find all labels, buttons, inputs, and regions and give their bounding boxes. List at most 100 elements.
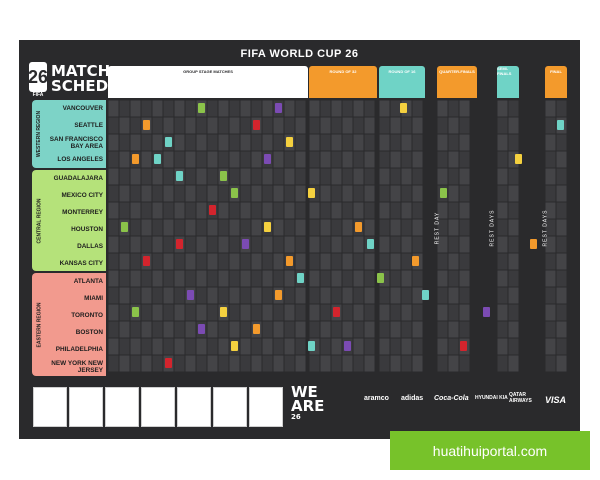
match-marker — [198, 103, 205, 113]
grid-cell — [251, 236, 262, 253]
grid-cell — [163, 185, 174, 202]
grid-cell — [262, 287, 273, 304]
grid-cell — [412, 168, 423, 185]
grid-cell — [119, 134, 130, 151]
grid-cell — [295, 253, 306, 270]
brand-line-we: WE — [291, 383, 318, 401]
grid-cell — [353, 134, 364, 151]
grid-cell — [412, 287, 423, 304]
grid-cell — [240, 134, 251, 151]
grid-cell — [207, 134, 218, 151]
grid-cell — [251, 270, 262, 287]
grid-cell — [141, 151, 152, 168]
grid-cell — [218, 236, 229, 253]
grid-cell — [174, 287, 185, 304]
match-marker — [253, 120, 260, 130]
grid-cell — [130, 185, 141, 202]
grid-cell — [196, 134, 207, 151]
grid-cell — [556, 134, 567, 151]
grid-cell — [331, 270, 342, 287]
grid-cell — [508, 236, 519, 253]
grid-cell — [240, 270, 251, 287]
grid-cell — [207, 270, 218, 287]
grid-cell — [390, 134, 401, 151]
grid-cell — [379, 355, 390, 372]
grid-cell — [141, 270, 152, 287]
grid-cell — [108, 151, 119, 168]
grid-cell — [353, 321, 364, 338]
grid-cell — [508, 151, 519, 168]
grid-cell — [163, 168, 174, 185]
grid-cell — [342, 287, 353, 304]
round-of-32-dates — [309, 76, 377, 98]
grid-cell — [130, 253, 141, 270]
grid-cell — [448, 100, 459, 117]
grid-cell — [108, 355, 119, 372]
match-marker — [231, 188, 238, 198]
grid-cell — [459, 151, 470, 168]
schedule-title-line2: SCHEDULE — [51, 77, 141, 95]
grid-cell — [353, 287, 364, 304]
grid-cell — [309, 168, 320, 185]
grid-cell — [508, 117, 519, 134]
match-marker — [422, 290, 429, 300]
grid-cell — [152, 304, 163, 321]
match-marker — [264, 222, 271, 232]
grid-cell — [196, 151, 207, 168]
grid-cell — [240, 338, 251, 355]
grid-cell — [556, 185, 567, 202]
grid-cell — [342, 355, 353, 372]
grid-cell — [218, 355, 229, 372]
grid-cell — [364, 304, 375, 321]
grid-cell — [108, 100, 119, 117]
grid-cell — [401, 321, 412, 338]
grid-cell — [320, 185, 331, 202]
grid-cell — [379, 338, 390, 355]
grid-cell — [262, 117, 273, 134]
grid-cell — [152, 117, 163, 134]
match-marker — [176, 239, 183, 249]
grid-cell — [379, 185, 390, 202]
grid-cell — [309, 134, 320, 151]
grid-cell — [251, 253, 262, 270]
grid-cell — [163, 321, 174, 338]
grid-cell — [353, 100, 364, 117]
city-dallas: DALLAS — [46, 238, 106, 255]
grid-cell — [497, 304, 508, 321]
grid-cell — [497, 236, 508, 253]
grid-cell — [412, 236, 423, 253]
grid-cell — [497, 100, 508, 117]
grid-cell — [364, 100, 375, 117]
grid-cell — [353, 253, 364, 270]
grid-cell — [273, 338, 284, 355]
grid-cell — [295, 355, 306, 372]
final-dates — [545, 76, 567, 98]
grid-cell — [320, 321, 331, 338]
grid-cell — [141, 338, 152, 355]
match-marker — [377, 273, 384, 283]
grid-cell — [437, 151, 448, 168]
grid-cell — [379, 236, 390, 253]
grid-cell — [273, 253, 284, 270]
grid-cell — [545, 117, 556, 134]
grid-cell — [508, 287, 519, 304]
grid-cell — [331, 253, 342, 270]
grid-cell — [331, 100, 342, 117]
grid-cell — [320, 134, 331, 151]
grid-cell — [379, 304, 390, 321]
grid-cell — [401, 202, 412, 219]
grid-cell — [185, 100, 196, 117]
grid-cell — [556, 202, 567, 219]
grid-cell — [379, 270, 390, 287]
grid-cell — [163, 202, 174, 219]
grid-cell — [309, 100, 320, 117]
grid-cell — [497, 270, 508, 287]
grid-cell — [196, 270, 207, 287]
grid-cell — [497, 253, 508, 270]
grid-cell — [207, 338, 218, 355]
grid-cell — [229, 151, 240, 168]
grid-cell — [459, 355, 470, 372]
grid-cell — [448, 304, 459, 321]
city-miami: MIAMI — [46, 290, 106, 307]
grid-cell — [251, 100, 262, 117]
